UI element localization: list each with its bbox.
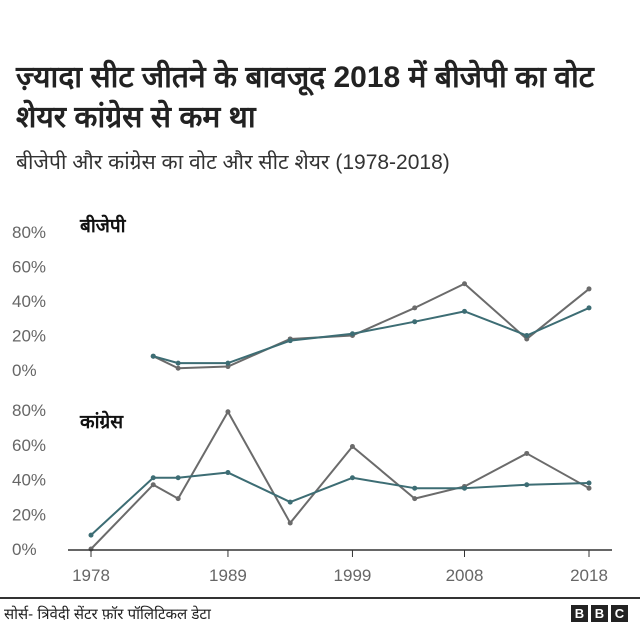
y-tick-label: 0% [12,361,37,380]
x-tick-label: 2008 [446,566,484,585]
data-point [412,485,418,491]
data-point [586,286,592,292]
data-point [349,475,355,481]
data-point [150,475,156,481]
data-point [150,353,156,359]
series-line-vote-share [90,471,590,536]
data-point [287,520,293,526]
data-point [349,443,355,449]
y-tick-label: 0% [12,540,37,559]
data-point [150,482,156,488]
y-tick-label: 40% [12,471,46,490]
data-point [586,480,592,486]
logo-letter: C [611,605,628,622]
data-point [462,281,467,287]
y-tick-label: 80% [12,223,46,242]
data-point [524,333,530,338]
chart-subtitle: बीजेपी और कांग्रेस का वोट और सीट शेयर (1… [16,151,450,174]
data-point [524,450,530,456]
panel-label: कांग्रेस [79,410,124,433]
logo-letter: B [571,605,588,622]
y-tick-label: 60% [12,258,46,277]
source-note: सोर्स- त्रिवेदी सेंटर फ़ॉर पॉलिटिकल डेटा [4,606,211,623]
data-point [175,496,181,502]
chart-title: ज़्यादा सीट जीतने के बावजूद 2018 में बीज… [16,61,594,134]
x-tick-label: 1999 [334,566,372,585]
data-point [412,496,418,502]
data-point [225,409,231,415]
panel-label: बीजेपी [79,214,127,237]
data-point [524,336,530,342]
data-point [524,482,530,488]
y-tick-label: 80% [12,401,46,420]
series-line-seat-share [90,410,590,550]
y-tick-label: 20% [12,327,46,346]
data-point [412,305,418,311]
data-point [175,360,181,366]
data-point [175,475,181,481]
data-point [225,360,231,366]
x-tick-label: 1978 [72,566,110,585]
data-point [225,364,231,370]
data-point [586,305,592,311]
data-point [462,308,467,314]
data-point [225,470,231,476]
x-tick-label: 2018 [570,566,608,585]
data-point [287,338,293,344]
data-point [412,319,418,325]
x-tick-label: 1989 [209,566,247,585]
logo-letter: B [591,605,608,622]
bbc-logo: B B C [571,605,628,622]
data-point [586,485,592,491]
data-point [349,331,355,337]
y-tick-label: 60% [12,436,46,455]
series-line-seat-share [152,282,590,370]
y-tick-label: 20% [12,505,46,524]
data-point [88,532,94,538]
footer-divider [0,597,640,599]
data-point [175,365,181,371]
y-tick-label: 40% [12,292,46,311]
data-point [462,485,467,491]
data-point [287,499,293,505]
